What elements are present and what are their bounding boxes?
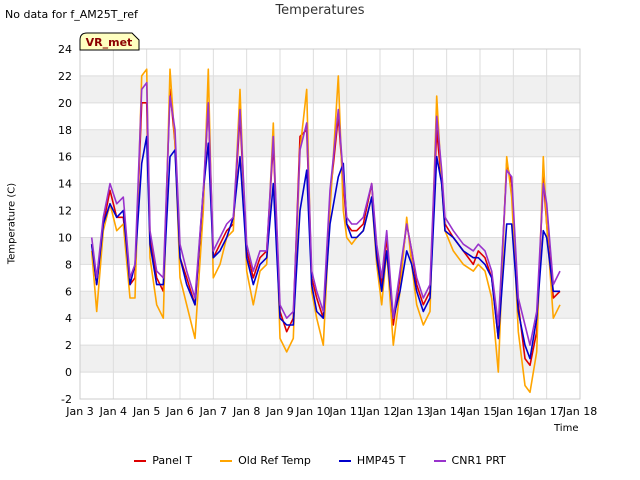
- no-data-note: No data for f_AM25T_ref: [5, 8, 138, 21]
- x-tick-label: Jan 9: [265, 405, 293, 418]
- y-tick-label: 20: [58, 97, 72, 110]
- legend-item-old-ref-temp: Old Ref Temp: [220, 454, 311, 467]
- x-tick-label: Jan 12: [362, 405, 397, 418]
- x-tick-label: Jan 15: [462, 405, 497, 418]
- x-tick-label: Jan 17: [528, 405, 563, 418]
- x-tick-label: Jan 10: [295, 405, 330, 418]
- legend-swatch: [134, 459, 147, 462]
- grid-band: [80, 345, 580, 373]
- x-tick-label: Jan 14: [428, 405, 463, 418]
- x-tick-label: Jan 5: [132, 405, 160, 418]
- legend-label: Panel T: [152, 454, 193, 467]
- plot-frame: [79, 48, 581, 400]
- y-tick-label: 12: [58, 205, 72, 218]
- series-line-old-ref-temp: [90, 68, 561, 394]
- y-tick-label: 8: [65, 258, 72, 271]
- y-axis-label: Temperature (C): [6, 182, 18, 265]
- series-line-hmp45-t: [90, 135, 560, 360]
- x-tick-label: Jan 8: [232, 405, 260, 418]
- x-tick-label: Jan 16: [495, 405, 530, 418]
- legend-label: HMP45 T: [356, 454, 406, 467]
- y-tick-label: -2: [61, 393, 72, 406]
- legend-swatch: [338, 459, 351, 462]
- legend-swatch: [220, 459, 233, 462]
- x-axis-ticks: Jan 3 Jan 4 Jan 5 Jan 6 Jan 7 Jan 8 Jan 9 Jan 1…: [65, 405, 597, 418]
- x-tick-label: Jan 11: [328, 405, 363, 418]
- x-tick-label: Jan 13: [395, 405, 430, 418]
- grid-band: [80, 129, 580, 157]
- y-tick-label: 14: [58, 178, 72, 191]
- y-tick-label: 18: [58, 124, 72, 137]
- vr-met-badge: VR_met: [79, 32, 140, 51]
- y-tick-label: 16: [58, 151, 72, 164]
- y-tick-label: 0: [65, 366, 72, 379]
- series-lines: [90, 68, 561, 394]
- y-tick-label: 4: [65, 312, 72, 325]
- legend-label: Old Ref Temp: [238, 454, 311, 467]
- legend-item-panel-t: Panel T: [134, 454, 192, 467]
- x-tick-label: Jan 3: [65, 405, 93, 418]
- legend-label: CNR1 PRT: [451, 454, 506, 467]
- y-tick-label: 6: [65, 285, 72, 298]
- x-axis-label: Time: [554, 423, 579, 434]
- y-tick-label: 10: [58, 231, 72, 244]
- legend-item-cnr1-prt: CNR1 PRT: [433, 454, 506, 467]
- series-line-cnr1-prt: [90, 81, 561, 347]
- legend-swatch: [433, 459, 446, 462]
- badge-text: VR_met: [86, 36, 133, 49]
- chart-title: Temperatures: [275, 3, 365, 18]
- grid-band: [80, 75, 580, 103]
- y-tick-label: 22: [58, 70, 72, 83]
- y-tick-label: 2: [65, 339, 72, 352]
- x-tick-label: Jan 6: [165, 405, 193, 418]
- y-tick-label: 24: [58, 43, 72, 56]
- x-tick-label: Jan 7: [199, 405, 227, 418]
- legend: Panel T Old Ref Temp HMP45 T CNR1 PRT: [0, 454, 640, 467]
- x-tick-label: Jan 18: [562, 405, 597, 418]
- x-tick-label: Jan 4: [99, 405, 127, 418]
- legend-item-hmp45-t: HMP45 T: [338, 454, 406, 467]
